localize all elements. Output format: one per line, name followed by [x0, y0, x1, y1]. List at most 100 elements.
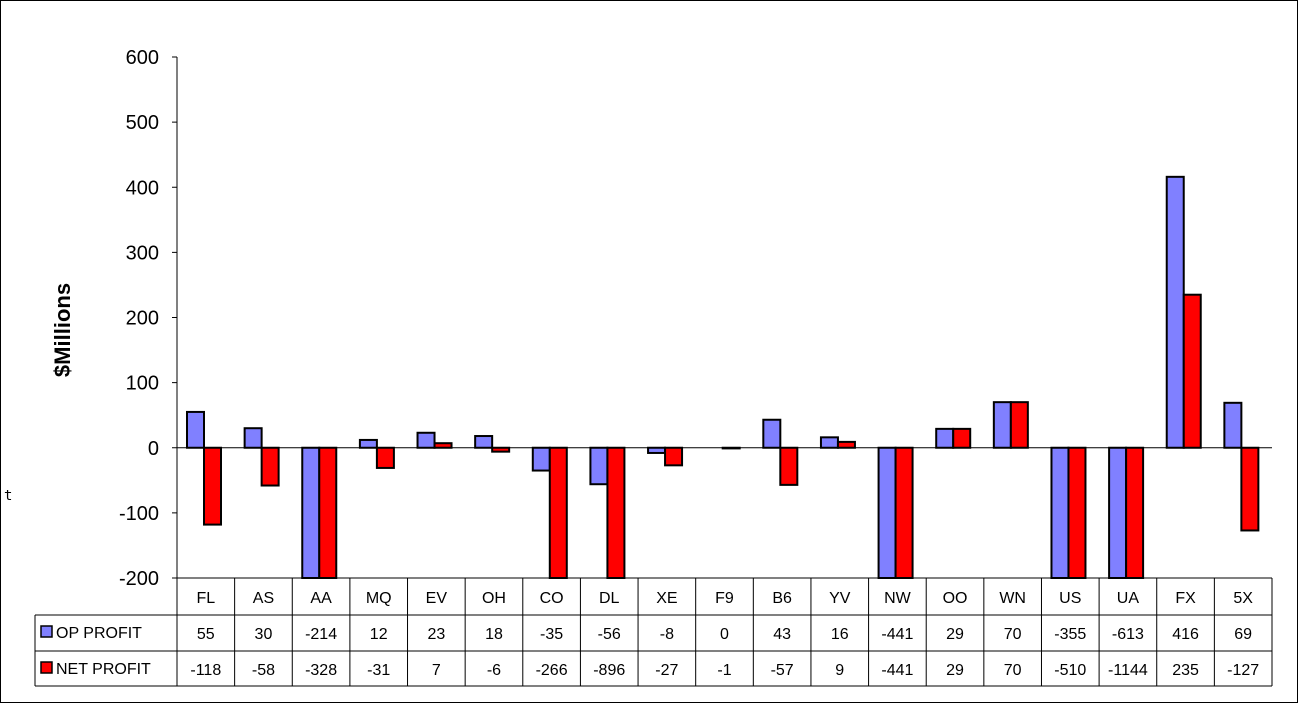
category-label: FX — [1175, 590, 1196, 607]
bar-net-profit — [203, 446, 222, 526]
bar-net-profit — [1067, 446, 1087, 579]
bar-net-profit — [664, 446, 684, 467]
data-cell: -441 — [881, 662, 913, 679]
y-axis-title: $Millions — [50, 283, 75, 377]
bar-net-profit — [433, 442, 453, 449]
bar-op-profit — [935, 427, 955, 449]
bar-net-profit — [548, 446, 568, 579]
data-cell: 0 — [720, 626, 729, 643]
data-cell: 12 — [370, 626, 388, 643]
bar-net-profit — [1125, 446, 1145, 579]
bar-op-profit — [762, 418, 782, 449]
bar-net-profit — [318, 446, 338, 579]
category-label: CO — [540, 590, 564, 607]
y-tick-label: 600 — [126, 47, 159, 69]
data-cell: -613 — [1112, 626, 1144, 643]
bar-op-profit — [819, 436, 839, 449]
bar-op-profit — [647, 446, 667, 454]
y-tick-label: -200 — [119, 568, 159, 590]
data-cell: -35 — [540, 626, 563, 643]
bar-op-profit — [358, 438, 378, 449]
data-cell: -214 — [305, 626, 337, 643]
bar-op-profit — [531, 446, 551, 472]
data-cell: 55 — [197, 626, 215, 643]
bar-op-profit — [1165, 175, 1185, 449]
bar-op-profit — [1108, 446, 1128, 579]
bar-op-profit — [243, 427, 263, 449]
category-label: AA — [310, 590, 332, 607]
data-cell: -1 — [717, 662, 731, 679]
data-cell: 7 — [432, 662, 441, 679]
data-cell: 416 — [1172, 626, 1199, 643]
data-cell: 69 — [1234, 626, 1252, 643]
data-cell: -1144 — [1108, 662, 1148, 679]
bar-net-profit — [779, 446, 799, 486]
data-cell: -355 — [1054, 626, 1086, 643]
data-cell: 70 — [1004, 662, 1022, 679]
bar-op-profit — [1050, 446, 1070, 579]
bar-op-profit — [589, 446, 609, 486]
category-label: NW — [884, 590, 912, 607]
data-cell: -56 — [598, 626, 621, 643]
data-cell: -27 — [655, 662, 678, 679]
bar-op-profit — [186, 410, 205, 449]
bar-net-profit — [721, 446, 741, 450]
bar-net-profit — [952, 427, 972, 449]
bar-net-profit — [1182, 293, 1202, 449]
data-cell: -266 — [536, 662, 568, 679]
y-tick-label: 0 — [148, 438, 159, 460]
side-mark-text: t — [4, 488, 13, 504]
category-label: 5X — [1233, 590, 1253, 607]
category-label: UA — [1117, 590, 1140, 607]
y-tick-label: 500 — [126, 112, 159, 134]
bar-op-profit — [992, 401, 1012, 449]
data-cell: -31 — [367, 662, 390, 679]
bar-net-profit — [260, 446, 280, 487]
data-cell: 30 — [255, 626, 273, 643]
data-cell: 29 — [946, 662, 964, 679]
category-label: FL — [196, 590, 215, 607]
data-cell: 23 — [427, 626, 445, 643]
category-label: OO — [943, 590, 968, 607]
data-cell: -328 — [305, 662, 337, 679]
y-tick-label: 200 — [126, 308, 159, 330]
data-cell: 43 — [773, 626, 791, 643]
data-cell: -127 — [1227, 662, 1259, 679]
bar-op-profit — [416, 431, 436, 449]
category-label: US — [1059, 590, 1081, 607]
bar-net-profit — [1240, 446, 1260, 532]
bar-net-profit — [491, 446, 511, 453]
category-label: XE — [656, 590, 677, 607]
bar-net-profit — [606, 446, 626, 579]
bar-net-profit — [836, 440, 856, 449]
data-cell: -896 — [593, 662, 625, 679]
category-label: F9 — [715, 590, 734, 607]
y-tick-label: 300 — [126, 242, 159, 264]
category-label: YV — [829, 590, 851, 607]
legend-swatch — [40, 625, 53, 638]
data-cell: 70 — [1004, 626, 1022, 643]
bar-op-profit — [877, 446, 897, 579]
data-cell: 29 — [946, 626, 964, 643]
y-tick-label: 100 — [126, 373, 159, 395]
data-cell: -6 — [487, 662, 501, 679]
data-cell: -510 — [1054, 662, 1086, 679]
bar-op-profit — [301, 446, 321, 579]
category-label: EV — [426, 590, 448, 607]
category-label: MQ — [366, 590, 392, 607]
data-cell: -441 — [881, 626, 913, 643]
data-cell: 16 — [831, 626, 849, 643]
data-cell: 235 — [1172, 662, 1199, 679]
category-label: DL — [599, 590, 620, 607]
bar-op-profit — [1223, 401, 1243, 449]
data-cell: 9 — [835, 662, 844, 679]
legend-swatch — [40, 661, 53, 674]
bar-net-profit — [1009, 401, 1029, 449]
data-cell: 18 — [485, 626, 503, 643]
data-cell: -118 — [190, 662, 221, 679]
data-cell: -58 — [252, 662, 275, 679]
bar-net-profit — [894, 446, 914, 579]
bar-net-profit — [375, 446, 395, 469]
